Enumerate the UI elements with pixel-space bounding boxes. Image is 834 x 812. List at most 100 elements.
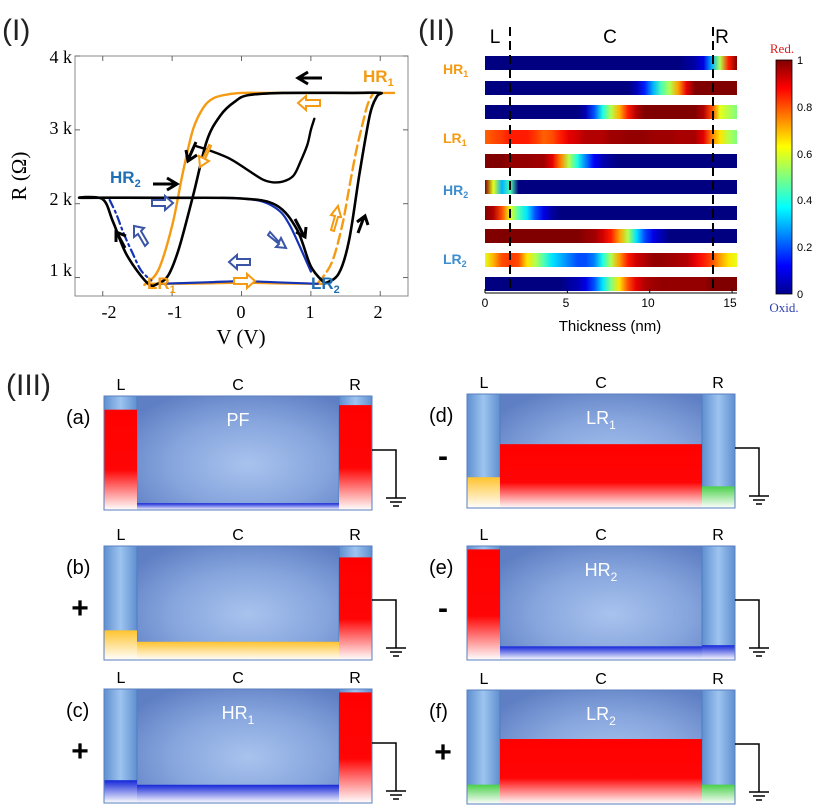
row-label-sub: 2	[463, 190, 468, 200]
cell-f: L C R (f) + LR2	[429, 671, 769, 805]
colorbar-tick: 0.2	[797, 242, 812, 254]
channel	[137, 689, 339, 803]
row-label-base: LR	[443, 130, 462, 146]
polarity-sign: -	[438, 440, 448, 473]
cell-title: HR2	[585, 560, 618, 584]
row-label-base: HR	[443, 182, 463, 198]
heatmap-row	[485, 56, 737, 70]
heatmap-row	[485, 180, 737, 194]
colorbar-top-label: Red.	[770, 41, 794, 56]
right-electrode-fill	[702, 784, 735, 804]
left-electrode-fill	[104, 630, 137, 660]
panel-ii-label: (II)	[418, 14, 455, 47]
region-label-r: R	[712, 671, 724, 688]
channel	[137, 396, 339, 510]
series-blue-dashdot	[108, 198, 153, 282]
y-tick-label: 2 k	[50, 189, 73, 209]
cell-title-base: HR	[222, 703, 248, 723]
cell-title-base: PF	[226, 410, 249, 430]
ground-wire	[735, 599, 760, 648]
state-base: HR	[110, 168, 135, 187]
y-tick-labels: 1 k 2 k 3 k 4 k	[50, 47, 73, 280]
region-label-c: C	[595, 671, 607, 688]
region-label-r: R	[349, 527, 361, 544]
arrow-hollow-orange-up	[329, 203, 343, 233]
left-electrode-fill	[467, 549, 500, 660]
arrow-right-black	[153, 176, 180, 192]
region-label-l: L	[480, 671, 489, 688]
row-label-lr2: LR2	[443, 251, 467, 269]
region-label-r: R	[715, 27, 729, 48]
channel-fill	[137, 641, 339, 660]
panel-i-label: (I)	[2, 14, 30, 47]
cell-label: (a)	[66, 407, 90, 429]
panel-i: (I) -2 -1 0 1 2 1 k 2 k 3 k 4 k V (V) R …	[2, 14, 409, 349]
channel	[500, 546, 702, 660]
cell-label: (f)	[429, 701, 448, 723]
cell-title-sub: 1	[248, 713, 255, 727]
ground-icon	[386, 647, 406, 657]
row-label-base: HR	[443, 61, 463, 77]
right-electrode-fill	[339, 405, 372, 510]
state-sub: 1	[388, 77, 394, 89]
x-tick-label: 0	[482, 296, 489, 310]
ground-wire	[735, 447, 760, 496]
region-label-l: L	[480, 527, 489, 544]
heatmap-row	[485, 229, 737, 243]
region-label-l: L	[480, 375, 489, 392]
arrow-down-right-black	[293, 218, 308, 240]
region-label-c: C	[232, 670, 244, 687]
ground-icon	[386, 497, 406, 507]
left-electrode-fill	[104, 409, 137, 510]
arrow-hollow-orange-down	[197, 143, 213, 169]
right-electrode-fill	[702, 645, 735, 660]
cell-title-base: LR	[586, 408, 609, 428]
region-label-c: C	[595, 527, 607, 544]
x-tick-labels: 0 5 10 15	[482, 296, 737, 310]
ground-wire	[372, 449, 397, 498]
tick-marks	[75, 55, 408, 296]
polarity-sign: +	[71, 592, 89, 625]
row-label-hr2: HR2	[443, 182, 468, 200]
x-tick-label: 2	[374, 302, 383, 322]
arrow-up-black-right	[356, 213, 370, 234]
region-label-r: R	[712, 527, 724, 544]
state-sub: 1	[170, 284, 176, 296]
cell-outline	[103, 545, 373, 661]
cell-label: (b)	[66, 557, 90, 579]
cell-title-sub: 1	[609, 418, 616, 432]
polarity-sign: -	[438, 592, 448, 625]
ground-icon	[386, 790, 406, 800]
right-electrode-fill	[702, 486, 735, 508]
cell-title-base: HR	[585, 560, 611, 580]
ground-icon	[749, 791, 769, 801]
arrow-hollow-orange-left	[296, 93, 321, 113]
x-tick-label: -1	[168, 302, 183, 322]
panel-ii: (II) L C R 0 5 10 15 Thickness (nm) HR1 …	[418, 14, 812, 335]
cell-outline	[466, 393, 736, 509]
state-sub: 2	[135, 178, 141, 190]
channel-fill	[137, 503, 339, 510]
state-label-lr1: LR1	[147, 274, 176, 296]
x-tick-label: 5	[563, 296, 570, 310]
state-sub: 2	[334, 284, 340, 296]
heatmap-row	[485, 81, 737, 95]
polarity-sign: +	[71, 735, 89, 768]
cell-title: HR1	[222, 703, 255, 727]
x-axis-label: V (V)	[216, 325, 265, 349]
colorbar-ticks: 0 0.2 0.4 0.6 0.8 1	[797, 55, 812, 301]
state-label-hr1: HR1	[363, 67, 394, 89]
colorbar-tick: 0.4	[797, 195, 812, 207]
x-axis-label: Thickness (nm)	[559, 318, 662, 335]
region-label-c: C	[232, 377, 244, 394]
cell-outline	[466, 689, 736, 805]
row-label-sub: 2	[462, 259, 467, 269]
channel	[137, 546, 339, 660]
colorbar	[775, 59, 793, 295]
state-label-lr2: LR2	[311, 274, 340, 296]
heatmap-row	[485, 130, 737, 144]
cell-title-sub: 2	[611, 570, 618, 584]
region-label-l: L	[117, 527, 126, 544]
